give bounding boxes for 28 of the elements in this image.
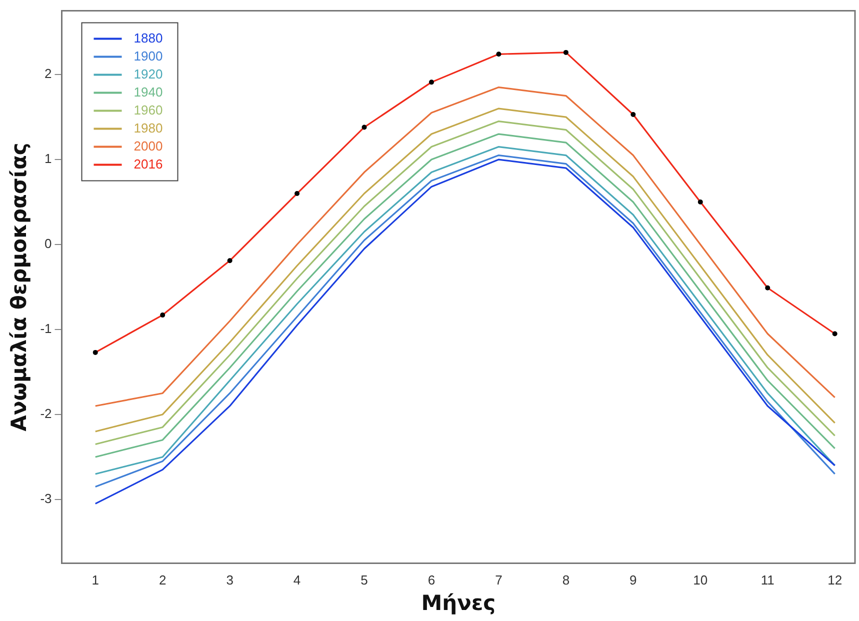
x-tick-label: 8 [562, 572, 570, 588]
y-tick-label: -3 [40, 491, 52, 506]
legend-label: 2016 [134, 156, 163, 172]
x-tick-label: 7 [495, 572, 502, 588]
legend-label: 1980 [134, 120, 163, 136]
x-tick-label: 12 [828, 572, 842, 588]
x-tick-label: 3 [226, 572, 234, 588]
legend-label: 1920 [134, 66, 163, 82]
x-tick-label: 6 [428, 572, 436, 588]
x-tick-label: 4 [293, 572, 301, 588]
legend-label: 2000 [134, 138, 163, 154]
y-tick-label: -1 [40, 321, 52, 336]
x-tick-label: 5 [360, 572, 368, 588]
x-tick-label: 1 [92, 572, 99, 588]
y-axis-title: Ανωμαλία θερμοκρασίας [7, 142, 32, 432]
y-tick-label: 2 [44, 66, 52, 82]
x-tick-label: 10 [693, 572, 708, 588]
x-tick-label: 9 [630, 572, 637, 588]
y-tick-label: 0 [44, 236, 52, 252]
legend-label: 1940 [134, 84, 163, 100]
x-tick-label: 2 [158, 572, 166, 588]
legend-label: 1900 [134, 48, 163, 64]
legend-label: 1960 [134, 102, 163, 118]
x-axis-title: Μήνες [421, 590, 496, 615]
legend-label: 1880 [134, 30, 163, 46]
x-tick-label: 11 [760, 572, 774, 588]
y-tick-label: 1 [44, 151, 52, 166]
y-tick-label: -2 [40, 406, 52, 422]
